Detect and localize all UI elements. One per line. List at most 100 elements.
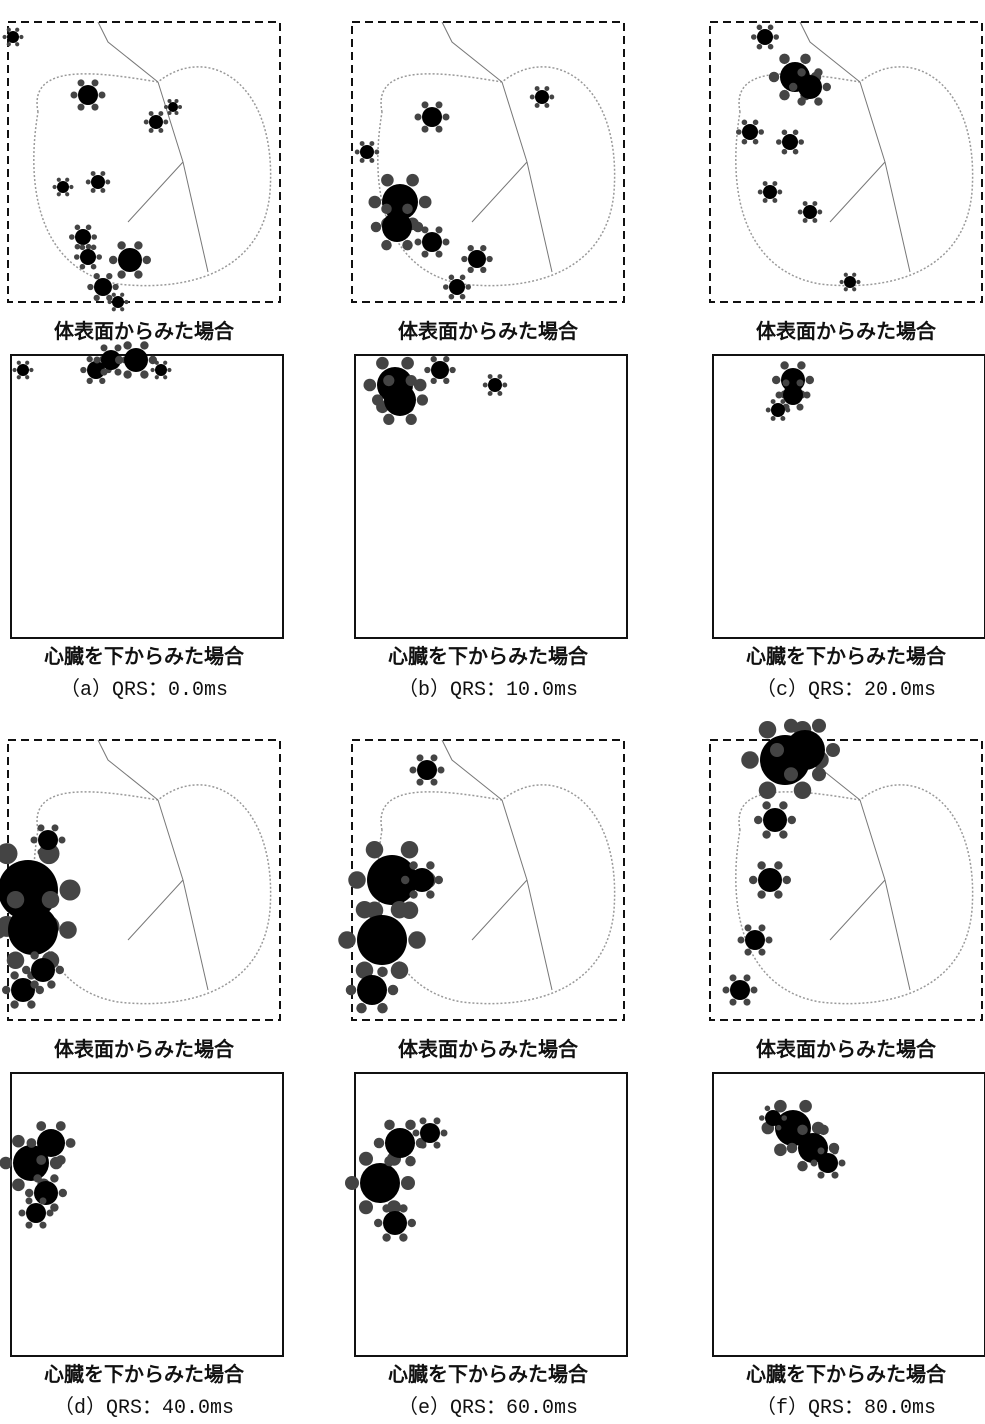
activation-halo	[763, 181, 768, 186]
activation-dot	[384, 384, 416, 416]
activation-halo	[422, 101, 429, 108]
activation-halo	[117, 270, 125, 278]
activation-halo	[449, 294, 455, 300]
activation-halo	[369, 196, 382, 209]
activation-halo	[69, 234, 75, 240]
activation-halo	[769, 72, 780, 83]
activation-halo	[338, 931, 356, 949]
activation-halo	[793, 149, 799, 155]
activation-halo	[436, 226, 443, 233]
panel-label: （a）QRS：0.0ms	[60, 677, 228, 702]
activation-halo	[40, 1197, 47, 1204]
activation-halo	[383, 375, 394, 386]
activation-halo	[140, 341, 148, 349]
activation-halo	[101, 344, 108, 351]
activation-dot	[57, 181, 69, 193]
activation-halo	[443, 284, 449, 290]
activation-halo	[115, 369, 122, 376]
activation-halo	[415, 239, 422, 246]
activation-halo	[75, 244, 81, 250]
vessels	[442, 22, 552, 272]
bottom-caption: 心臓を下からみた場合	[44, 1362, 245, 1386]
activation-halo	[488, 374, 493, 379]
activation-halo	[409, 890, 417, 898]
activation-halo	[108, 300, 112, 304]
activation-halo	[818, 1147, 825, 1154]
activation-halo	[757, 44, 763, 50]
activation-halo	[115, 356, 123, 364]
activation-halo	[40, 1222, 47, 1229]
activation-halo	[348, 871, 366, 889]
activation-halo	[800, 54, 811, 64]
activation-dot	[385, 1128, 415, 1158]
activation-halo	[120, 293, 124, 297]
activation-halo	[460, 294, 466, 300]
activation-halo	[360, 141, 365, 146]
activation-halo	[26, 1197, 33, 1204]
activation-halo	[376, 357, 389, 370]
activation-halo	[47, 951, 55, 959]
activation-dot	[798, 75, 822, 99]
activation-halo	[762, 801, 770, 809]
activation-halo	[794, 782, 812, 800]
activation-halo	[832, 1172, 839, 1179]
activation-halo	[15, 28, 19, 32]
activation-halo	[730, 974, 737, 981]
activation-halo	[50, 1174, 58, 1182]
activation-halo	[751, 34, 757, 40]
activation-halo	[797, 97, 805, 105]
activation-halo	[383, 414, 394, 425]
activation-dot	[17, 364, 29, 376]
activation-halo	[441, 1130, 448, 1137]
panel-label: （f）QRS：80.0ms	[756, 1395, 936, 1420]
activation-dot	[449, 279, 465, 295]
activation-halo	[497, 374, 502, 379]
activation-halo	[784, 719, 798, 733]
activation-halo	[144, 120, 149, 125]
activation-dot	[94, 278, 112, 296]
activation-halo	[812, 719, 826, 733]
activation-halo	[406, 375, 417, 386]
activation-dot	[31, 958, 55, 982]
activation-halo	[15, 42, 19, 46]
activation-halo	[56, 1121, 66, 1131]
activation-halo	[91, 264, 97, 270]
activation-halo	[86, 244, 92, 250]
activation-dot	[91, 175, 105, 189]
activation-halo	[468, 267, 474, 273]
activation-halo	[770, 743, 784, 757]
activation-halo	[7, 28, 11, 32]
activation-halo	[771, 416, 776, 421]
activation-dot	[745, 930, 765, 950]
surface-caption: 体表面からみた場合	[398, 1037, 579, 1061]
activation-halo	[346, 985, 357, 996]
activation-halo	[91, 171, 96, 176]
activation-dot	[468, 250, 486, 268]
activation-halo	[409, 861, 417, 869]
activation-halo	[772, 181, 777, 186]
activation-halo	[391, 901, 409, 919]
activation-halo	[36, 1155, 46, 1165]
activation-halo	[742, 120, 748, 126]
activation-halo	[175, 111, 179, 115]
activation-halo	[460, 275, 466, 281]
activation-halo	[27, 1138, 37, 1148]
activation-halo	[167, 368, 171, 372]
activation-halo	[163, 120, 168, 125]
activation-halo	[723, 987, 730, 994]
activation-halo	[374, 1138, 385, 1149]
activation-halo	[33, 1174, 41, 1182]
activation-halo	[92, 104, 99, 111]
activation-halo	[502, 383, 507, 388]
activation-halo	[812, 201, 817, 206]
activation-halo	[158, 111, 163, 116]
activation-dot	[118, 248, 142, 272]
panel: 体表面からみた場合心臓を下からみた場合（b）QRS：10.0ms	[352, 22, 627, 702]
activation-halo	[105, 180, 110, 185]
activation-halo	[109, 256, 117, 264]
activation-halo	[7, 891, 25, 909]
activation-dot	[112, 296, 124, 308]
activation-halo	[818, 1125, 829, 1136]
activation-halo	[852, 273, 856, 277]
